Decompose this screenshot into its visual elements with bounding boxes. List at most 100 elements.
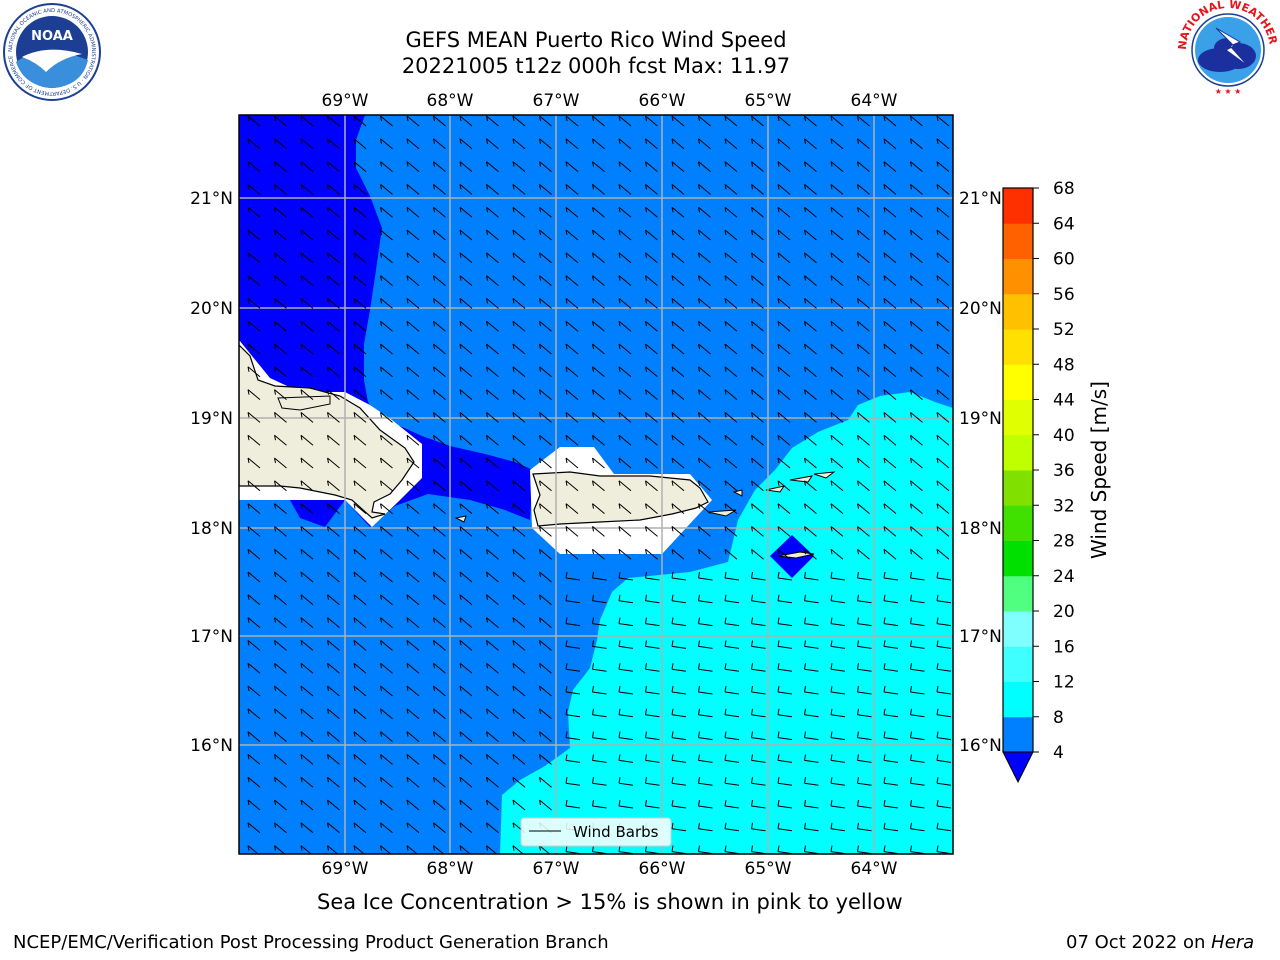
wind-barb [698,571,713,581]
wind-barb [433,822,446,834]
wind-barb [327,184,340,195]
wind-barb [936,412,950,423]
wind-barb [274,822,287,834]
wind-barb [327,366,340,378]
wind-barb [698,594,713,604]
wind-barb [910,366,923,378]
wind-barb [857,366,870,378]
wind-barb [698,503,711,514]
wind-barb [645,229,658,241]
wind-barb [300,184,314,195]
wind-barb [327,708,340,720]
wind-barb [777,412,791,423]
wind-barb [698,389,711,400]
wind-barb [565,252,579,264]
wind-barb [830,434,844,446]
wind-barb [353,754,367,765]
wind-barb [645,161,658,172]
wind-barb [618,206,632,218]
wind-barb [327,685,340,697]
wind-barb [247,320,261,332]
wind-barb [857,526,870,537]
wind-barb [777,366,791,378]
wind-barb [751,320,764,332]
wind-barb [645,571,660,581]
wind-barb [539,754,552,765]
wind-barb [830,777,846,786]
wind-barb [327,640,340,651]
wind-barb [380,320,393,332]
wind-barb [936,275,950,286]
wind-barb [804,708,819,718]
wind-barb [274,138,287,150]
wind-barb [777,799,793,809]
lon-label-bottom: 66°W [639,859,686,879]
wind-barb [565,548,579,560]
wind-barb [539,503,552,514]
wind-barb [777,640,793,649]
wind-barb [645,685,660,695]
wind-barb [300,776,314,788]
wind-barb [512,480,526,492]
wind-barb [671,548,685,560]
wind-barb [353,343,367,355]
wind-barb [857,184,870,195]
wind-barb [433,503,446,514]
wind-barb [247,343,261,355]
lat-label-left: 16°N [190,736,233,756]
wind-barb [698,343,711,355]
wind-barb [406,434,420,446]
wind-barb [459,617,473,628]
wind-barb [618,640,634,649]
wind-barb [671,799,687,809]
footer-right: 07 Oct 2022 on Hera [1066,932,1254,953]
wind-barb [300,138,314,150]
wind-barb [724,252,738,264]
wind-barb [618,548,632,560]
wind-barb [883,184,897,195]
sea-ice-caption: Sea Ice Concentration > 15% is shown in … [317,890,903,914]
lat-label-left: 20°N [190,299,233,319]
colorbar-segment [1003,505,1033,541]
wind-barb [804,503,817,514]
wind-barb [565,298,579,309]
wind-barb [857,503,870,514]
wind-barb [724,389,738,400]
colorbar-tick-label: 52 [1053,320,1075,340]
wind-barb [698,184,711,195]
wind-barb [777,389,791,400]
wind-barb [724,320,738,332]
wind-barb [247,457,261,469]
wind-barb [751,184,764,195]
wind-barb [751,298,764,309]
wind-barb [671,138,685,150]
wind-barb [565,640,581,649]
wind-barb [327,343,340,355]
wind-barb [592,503,605,514]
wind-barb [565,366,579,378]
wind-barb [512,389,526,400]
wind-barb [327,548,340,560]
wind-barb [459,640,473,651]
wind-barb [724,412,738,423]
wind-barb [539,731,552,742]
wind-barb [777,777,793,786]
wind-barb [327,252,340,264]
wind-barb [300,548,314,560]
wind-barb [380,275,393,286]
wind-barb [592,389,605,400]
wind-barb [751,503,764,514]
wind-barb [406,594,420,606]
wind-barb [406,708,420,720]
wind-barb [380,161,393,172]
colorbar-tick-label: 36 [1053,461,1075,481]
wind-barb [883,731,899,741]
wind-barb [618,229,632,241]
noaa-logo: NOAA NATIONAL OCEANIC AND ATMOSPHERIC AD… [2,2,102,106]
wind-barb [804,161,817,172]
lon-label-top: 65°W [745,91,792,111]
colorbar-tick-label: 32 [1053,496,1075,516]
wind-barb [804,822,819,832]
wind-barb [671,389,685,400]
wind-barb [830,343,844,355]
